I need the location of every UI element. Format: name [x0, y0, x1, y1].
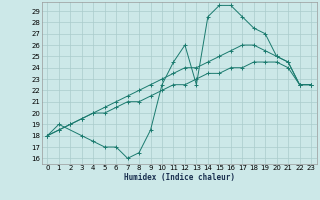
X-axis label: Humidex (Indice chaleur): Humidex (Indice chaleur) [124, 173, 235, 182]
